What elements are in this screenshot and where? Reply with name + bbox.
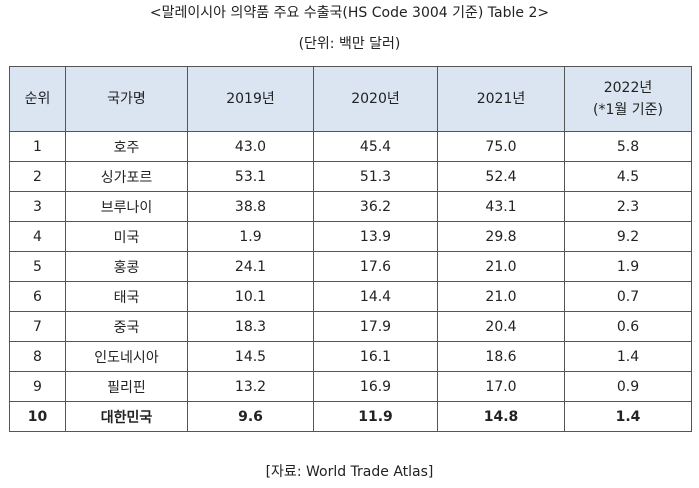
cell-2020: 17.6	[313, 251, 438, 282]
cell-2022: 5.8	[564, 131, 692, 162]
cell-2020: 13.9	[313, 221, 438, 252]
cell-2019: 14.5	[187, 341, 314, 372]
cell-rank: 3	[9, 191, 66, 222]
header-rank: 순위	[9, 66, 66, 132]
cell-2022: 1.4	[564, 341, 692, 372]
table-header-row: 순위 국가명 2019년 2020년 2021년 2022년 (*1월 기준)	[9, 66, 692, 132]
cell-rank: 6	[9, 281, 66, 312]
cell-2022: 2.3	[564, 191, 692, 222]
cell-2021: 21.0	[437, 281, 565, 312]
cell-2019: 53.1	[187, 161, 314, 192]
cell-2022: 0.6	[564, 311, 692, 342]
table-row: 8 인도네시아 14.5 16.1 18.6 1.4	[9, 341, 692, 372]
cell-2019: 10.1	[187, 281, 314, 312]
cell-2020: 45.4	[313, 131, 438, 162]
cell-2020: 16.9	[313, 371, 438, 402]
cell-2021: 43.1	[437, 191, 565, 222]
cell-country: 필리핀	[65, 371, 188, 402]
cell-2019: 9.6	[187, 401, 314, 432]
header-2019: 2019년	[187, 66, 314, 132]
table-row: 4 미국 1.9 13.9 29.8 9.2	[9, 221, 692, 252]
cell-2022: 0.9	[564, 371, 692, 402]
cell-rank: 4	[9, 221, 66, 252]
cell-2021: 20.4	[437, 311, 565, 342]
unit-note: (단위: 백만 달러)	[298, 36, 401, 52]
cell-2020: 16.1	[313, 341, 438, 372]
header-2020: 2020년	[313, 66, 438, 132]
cell-2021: 29.8	[437, 221, 565, 252]
cell-2022: 1.4	[564, 401, 692, 432]
cell-country: 대한민국	[65, 401, 188, 432]
cell-2021: 18.6	[437, 341, 565, 372]
header-2021: 2021년	[437, 66, 565, 132]
cell-rank: 2	[9, 161, 66, 192]
table-row: 1 호주 43.0 45.4 75.0 5.8	[9, 131, 692, 162]
cell-2020: 51.3	[313, 161, 438, 192]
cell-2022: 4.5	[564, 161, 692, 192]
header-2022: 2022년 (*1월 기준)	[564, 66, 692, 132]
table-row: 5 홍콩 24.1 17.6 21.0 1.9	[9, 251, 692, 282]
table-row: 7 중국 18.3 17.9 20.4 0.6	[9, 311, 692, 342]
cell-2022: 0.7	[564, 281, 692, 312]
cell-2021: 17.0	[437, 371, 565, 402]
cell-2021: 14.8	[437, 401, 565, 432]
cell-2020: 11.9	[313, 401, 438, 432]
cell-country: 미국	[65, 221, 188, 252]
cell-rank: 10	[9, 401, 66, 432]
cell-2022: 1.9	[564, 251, 692, 282]
cell-country: 인도네시아	[65, 341, 188, 372]
cell-country: 홍콩	[65, 251, 188, 282]
table-row: 9 필리핀 13.2 16.9 17.0 0.9	[9, 371, 692, 402]
cell-2019: 38.8	[187, 191, 314, 222]
cell-2021: 75.0	[437, 131, 565, 162]
table-title: <말레이시아 의약품 주요 수출국(HS Code 3004 기준) Table…	[149, 5, 550, 21]
cell-2019: 24.1	[187, 251, 314, 282]
cell-2021: 52.4	[437, 161, 565, 192]
cell-rank: 7	[9, 311, 66, 342]
cell-2019: 18.3	[187, 311, 314, 342]
source-note: [자료: World Trade Atlas]	[265, 464, 434, 480]
cell-2019: 13.2	[187, 371, 314, 402]
table-row: 6 태국 10.1 14.4 21.0 0.7	[9, 281, 692, 312]
header-2022-basis: (*1월 기준)	[593, 102, 663, 118]
cell-country: 중국	[65, 311, 188, 342]
cell-rank: 9	[9, 371, 66, 402]
cell-2020: 17.9	[313, 311, 438, 342]
cell-rank: 8	[9, 341, 66, 372]
cell-2020: 14.4	[313, 281, 438, 312]
export-table: 순위 국가명 2019년 2020년 2021년 2022년 (*1월 기준) …	[9, 66, 692, 432]
cell-rank: 1	[9, 131, 66, 162]
cell-2019: 43.0	[187, 131, 314, 162]
cell-2021: 21.0	[437, 251, 565, 282]
cell-2019: 1.9	[187, 221, 314, 252]
header-country: 국가명	[65, 66, 188, 132]
cell-country: 태국	[65, 281, 188, 312]
cell-2020: 36.2	[313, 191, 438, 222]
table-row: 2 싱가포르 53.1 51.3 52.4 4.5	[9, 161, 692, 192]
cell-rank: 5	[9, 251, 66, 282]
cell-country: 호주	[65, 131, 188, 162]
table-row-highlight: 10 대한민국 9.6 11.9 14.8 1.4	[9, 401, 692, 432]
cell-country: 브루나이	[65, 191, 188, 222]
cell-country: 싱가포르	[65, 161, 188, 192]
header-2022-year: 2022년	[603, 80, 653, 96]
table-row: 3 브루나이 38.8 36.2 43.1 2.3	[9, 191, 692, 222]
cell-2022: 9.2	[564, 221, 692, 252]
